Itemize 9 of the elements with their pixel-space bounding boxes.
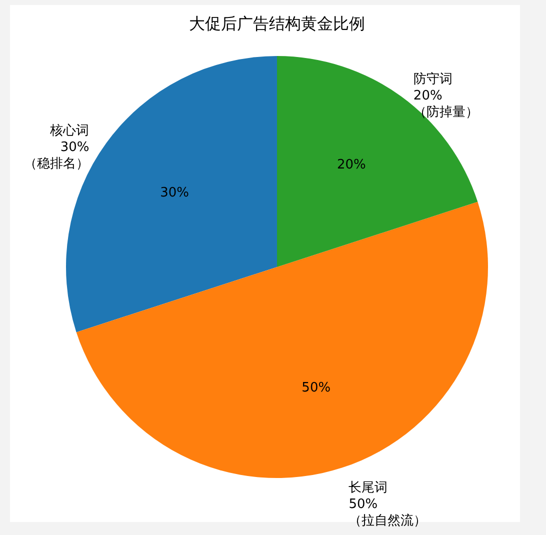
- slice-label: 长尾词 50% （拉自然流）: [348, 480, 427, 529]
- chart-title: 大促后广告结构黄金比例: [189, 14, 365, 33]
- slice-label: 防守词 20% （防掉量）: [413, 72, 478, 120]
- pie-slice: [277, 56, 478, 267]
- slice-label: 核心词 30% （稳排名）: [24, 122, 90, 172]
- data-label: 20%: [336, 158, 366, 173]
- data-label: 50%: [302, 380, 331, 396]
- pie-slice: [76, 202, 488, 478]
- data-label: 30%: [160, 186, 190, 201]
